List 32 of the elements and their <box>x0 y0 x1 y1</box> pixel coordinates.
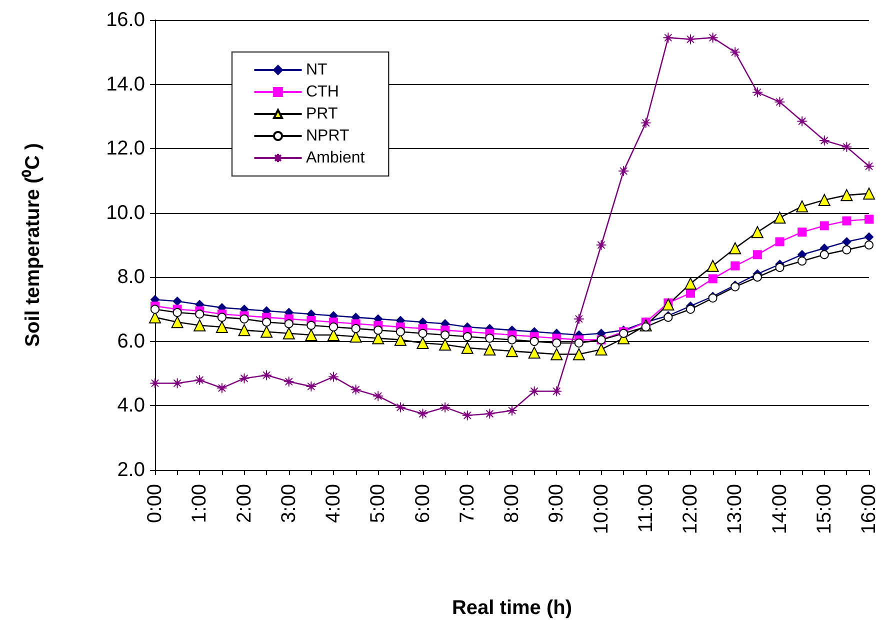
x-tick-label: 5:00 <box>367 484 390 523</box>
x-tick-label: 7:00 <box>456 484 478 523</box>
y-tick-label: 14.0 <box>106 73 145 96</box>
x-tick-label: 4:00 <box>322 484 344 523</box>
legend-label: CTH <box>306 84 339 100</box>
y-tick-label: 16.0 <box>106 9 145 31</box>
y-tick-label: 12.0 <box>106 138 145 160</box>
x-tick-label: 11:00 <box>634 484 657 533</box>
legend-label: PRT <box>306 106 338 122</box>
x-tick-label: 2:00 <box>233 484 256 523</box>
x-tick-label: 1:00 <box>188 484 211 523</box>
x-tick-label: 14:00 <box>768 484 791 534</box>
x-tick-label: 3:00 <box>278 484 300 523</box>
x-tick-label: 9:00 <box>546 484 568 523</box>
x-tick-label: 8:00 <box>501 484 523 523</box>
y-tick-label: 8.0 <box>117 266 145 288</box>
x-tick-label: 0:00 <box>144 484 166 523</box>
x-tick-label: 13:00 <box>724 484 746 534</box>
y-tick-label: 4.0 <box>117 394 145 417</box>
x-axis-title: Real time (h) <box>452 597 572 619</box>
x-tick-label: 16:00 <box>858 484 880 534</box>
y-axis-title: Soil temperature (⁰C ) <box>21 143 44 347</box>
x-tick-label: 15:00 <box>813 484 836 534</box>
x-tick-label: 10:00 <box>590 484 612 534</box>
x-tick-label: 12:00 <box>680 484 702 534</box>
legend-label: NPRT <box>306 128 350 144</box>
y-tick-label: 6.0 <box>117 330 145 352</box>
legend-label: Ambient <box>306 150 366 166</box>
x-tick-label: 6:00 <box>412 484 434 523</box>
legend-label: NT <box>306 62 328 78</box>
y-tick-label: 2.0 <box>117 459 145 481</box>
y-tick-label: 10.0 <box>106 202 145 224</box>
